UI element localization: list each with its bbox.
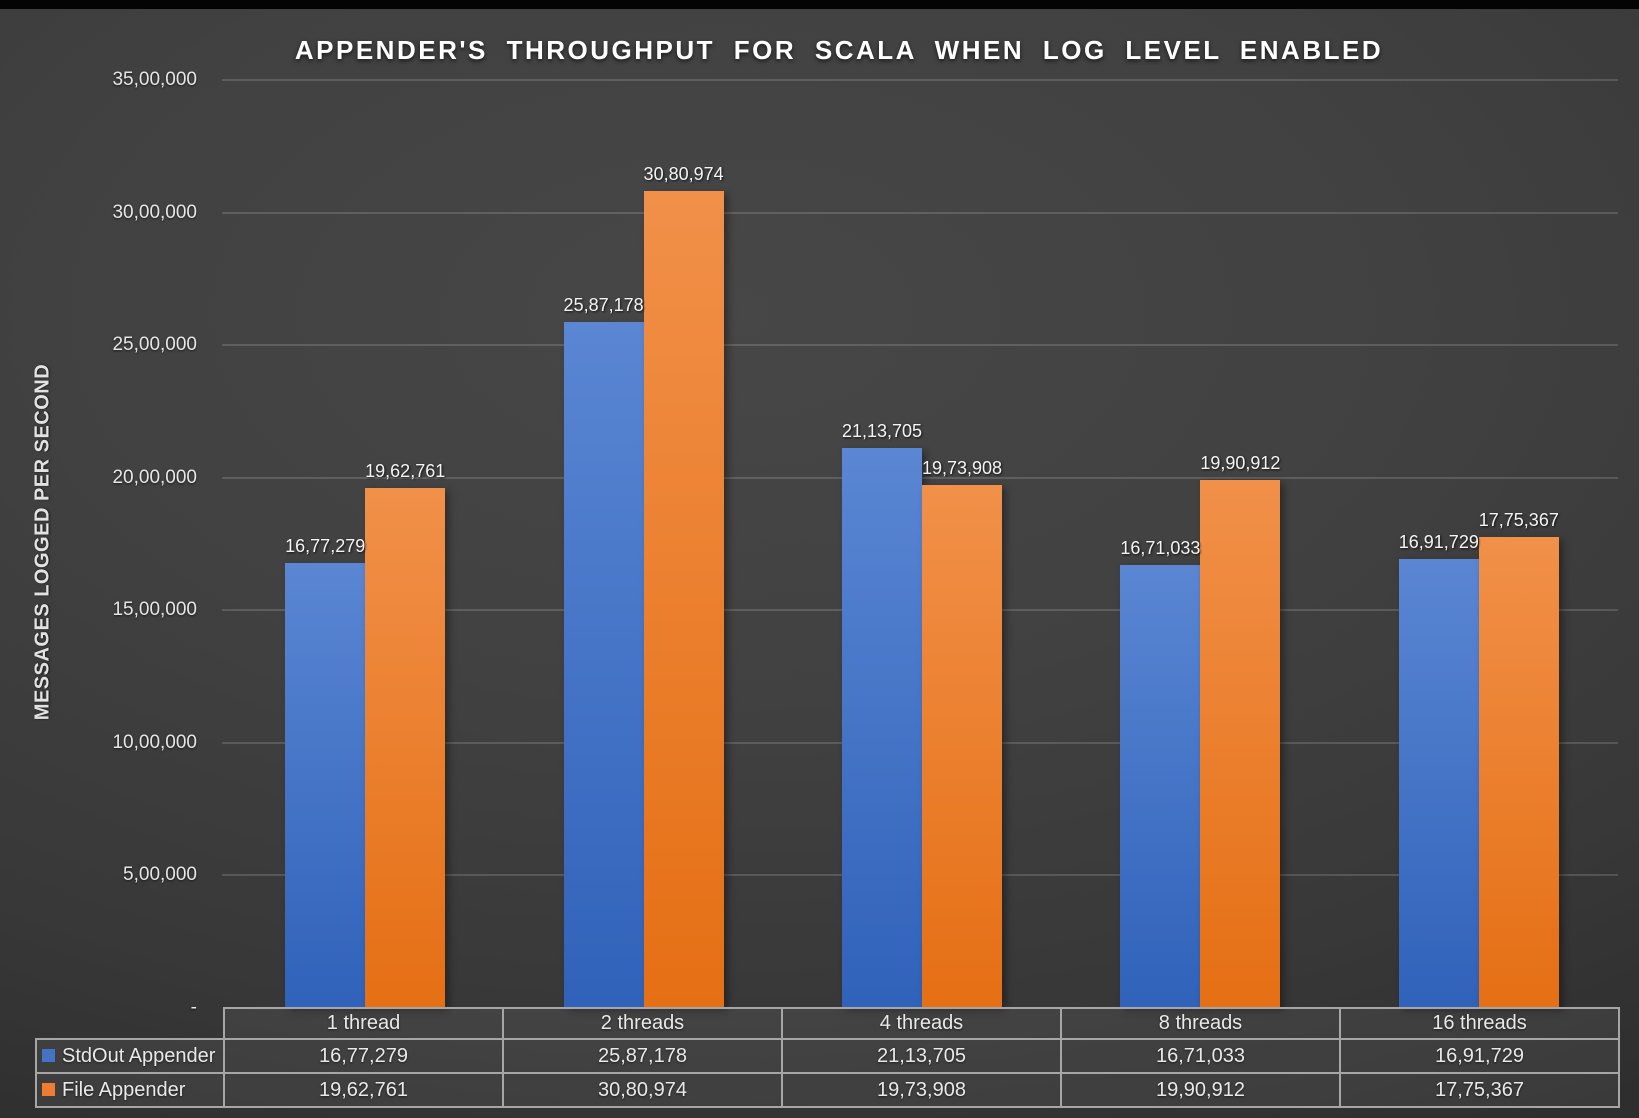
table-corner-blank-cell (36, 1008, 224, 1039)
bar-data-label: 19,62,761 (365, 461, 446, 481)
value-cell-file-appender-4-threads: 19,73,908 (781, 1072, 1062, 1108)
bar-data-label: 19,73,908 (921, 458, 1003, 478)
bar-data-label: 25,87,178 (563, 295, 644, 315)
y-axis-tick-label: 35,00,000 (112, 69, 197, 90)
value-cell-stdout-appender-4-threads: 21,13,705 (781, 1038, 1062, 1074)
value-cell-stdout-appender-8-threads: 16,71,033 (1060, 1038, 1341, 1074)
bar-data-label: 16,77,279 (285, 536, 366, 556)
series-name-label: File Appender (62, 1078, 186, 1101)
bar-data-label: 30,80,974 (643, 164, 724, 184)
y-axis-tick-label: 20,00,000 (112, 466, 197, 488)
y-axis-tick-label: - (190, 997, 197, 1018)
bar-stdout-appender-4-threads (842, 448, 922, 1008)
bar-stdout-appender-1-thread (285, 563, 366, 1008)
series-name-label: StdOut Appender (62, 1044, 216, 1067)
bar-stdout-appender-8-threads (1120, 565, 1201, 1008)
value-cell-file-appender-1-thread: 19,62,761 (223, 1072, 504, 1108)
data-table: 1 thread 2 threads 4 threads 8 threads 16 th… (35, 1007, 1620, 1108)
table-row-file-appender: File Appender 19,62,761 30,80,974 19,73,908… (35, 1072, 1620, 1108)
column-header-4-threads: 4 threads (781, 1007, 1062, 1040)
table-row-stdout-appender: StdOut Appender 16,77,279 25,87,178 21,13,7… (35, 1038, 1620, 1074)
value-cell-stdout-appender-2-threads: 25,87,178 (502, 1038, 783, 1074)
value-cell-stdout-appender-16-threads: 16,91,729 (1339, 1038, 1620, 1074)
bar-file-appender-2-threads (643, 191, 724, 1008)
bar-data-label: 16,71,033 (1120, 538, 1201, 558)
value-cell-stdout-appender-1-thread: 16,77,279 (223, 1038, 504, 1074)
bar-file-appender-4-threads (922, 485, 1002, 1008)
column-header-8-threads: 8 threads (1060, 1007, 1341, 1040)
column-header-1-thread: 1 thread (223, 1007, 504, 1040)
legend-key-icon (42, 1048, 55, 1062)
row-header-stdout-appender: StdOut Appender (35, 1038, 225, 1074)
gridline (222, 79, 1618, 81)
bar-data-label: 16,91,729 (1398, 532, 1479, 552)
y-axis-tick-label: 25,00,000 (112, 334, 197, 356)
legend-key-icon (42, 1082, 55, 1096)
column-header-16-threads: 16 threads (1339, 1007, 1620, 1040)
y-axis-title: MESSAGES LOGGED PER SECOND (31, 363, 54, 721)
y-axis-tick-label: 30,00,000 (112, 201, 197, 223)
bar-stdout-appender-2-threads (563, 322, 644, 1008)
bar-file-appender-8-threads (1200, 480, 1281, 1008)
bar-stdout-appender-16-threads (1398, 559, 1479, 1008)
bar-data-label: 19,90,912 (1200, 453, 1281, 473)
chart-title: APPENDER'S THROUGHPUT FOR SCALA WHEN LOG… (294, 35, 1384, 65)
bar-data-label: 21,13,705 (841, 421, 923, 441)
table-header-row: 1 thread 2 threads 4 threads 8 threads 16 th… (36, 1007, 1620, 1040)
bar-data-label: 17,75,367 (1478, 510, 1559, 530)
y-axis-tick-label: 5,00,000 (123, 864, 197, 886)
value-cell-file-appender-16-threads: 17,75,367 (1339, 1072, 1620, 1108)
value-cell-file-appender-2-threads: 30,80,974 (502, 1072, 783, 1108)
column-header-2-threads: 2 threads (502, 1007, 783, 1040)
gridline (222, 211, 1618, 214)
y-axis-tick-label: 15,00,000 (112, 599, 197, 621)
top-border-strip (0, 0, 1639, 9)
bar-file-appender-1-thread (365, 488, 446, 1008)
row-header-file-appender: File Appender (35, 1072, 225, 1108)
bar-file-appender-16-threads (1478, 537, 1559, 1008)
y-axis-tick-label: 10,00,000 (112, 731, 197, 753)
gridline (222, 344, 1618, 347)
value-cell-file-appender-8-threads: 19,90,912 (1060, 1072, 1341, 1108)
